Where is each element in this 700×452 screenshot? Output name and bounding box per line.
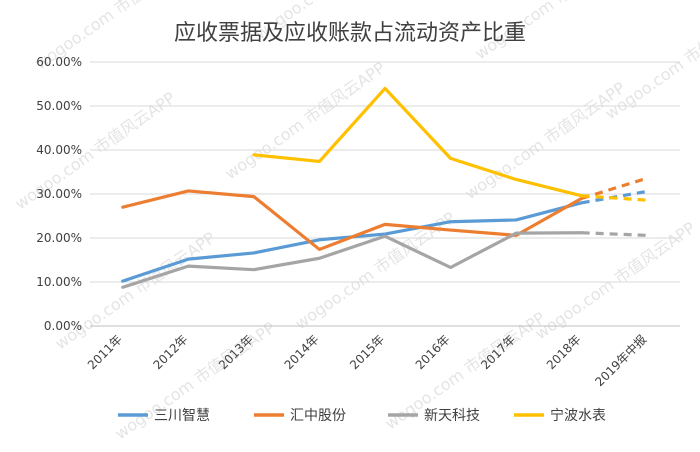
x-tick-label: 2015年 [347,332,387,372]
series-layer [121,86,648,289]
legend-label: 汇中股份 [290,408,346,424]
grid-layer [90,61,680,327]
y-tick-label: 40.00% [36,143,82,157]
series-dashed-segment [581,176,648,200]
watermark-text: wogoo.com 市值风云APP [531,218,699,343]
x-tick-label: 2018年 [544,332,584,372]
y-tick-label: 50.00% [36,99,82,113]
x-tick-label: 2014年 [282,332,322,372]
series-solid-segment [121,189,584,252]
legend-label: 宁波水表 [550,407,606,424]
legend-item: 汇中股份 [254,408,346,424]
x-tick-label: 2012年 [150,332,190,372]
chart-title: 应收票据及应收账款占流动资产比重 [174,21,526,46]
watermark-text: wogoo.com 市值风云APP [51,228,219,353]
y-tick-label: 0.00% [44,319,82,333]
watermark-text: wogoo.com 市值风云APP [221,58,389,183]
y-axis: 0.00% 10.00% 20.00% 30.00% 40.00% 50.00% 60.00… [36,55,82,333]
legend-item: 宁波水表 [514,407,606,424]
y-tick-label: 60.00% [36,55,82,69]
x-tick-label: 2011年 [85,332,125,372]
series-line [252,86,648,202]
watermark-text: wogoo.com 市值风云APP [461,78,629,203]
series-dashed-segment [581,231,648,237]
x-tick-label: 2019年中报 [592,332,650,390]
legend-item: 新天科技 [388,408,480,424]
legend-label: 新天科技 [424,408,480,424]
series-dashed-segment [581,194,648,202]
series-solid-segment [252,86,584,198]
legend-label: 三川智慧 [154,408,210,424]
series-line [121,176,648,252]
watermark-text: wogoo.com 市值风云APP [111,318,279,443]
legend-item: 三川智慧 [118,408,210,424]
series-line [121,231,648,289]
x-tick-label: 2016年 [413,332,453,372]
y-tick-label: 20.00% [36,231,82,245]
series-solid-segment [121,231,584,289]
y-tick-label: 30.00% [36,187,82,201]
x-axis: 2011年 2012年 2013年 2014年 2015年 2016年 2017年 2018年… [85,332,649,390]
y-tick-label: 10.00% [36,275,82,289]
legend: 三川智慧 汇中股份 新天科技 宁波水表 [118,407,606,424]
